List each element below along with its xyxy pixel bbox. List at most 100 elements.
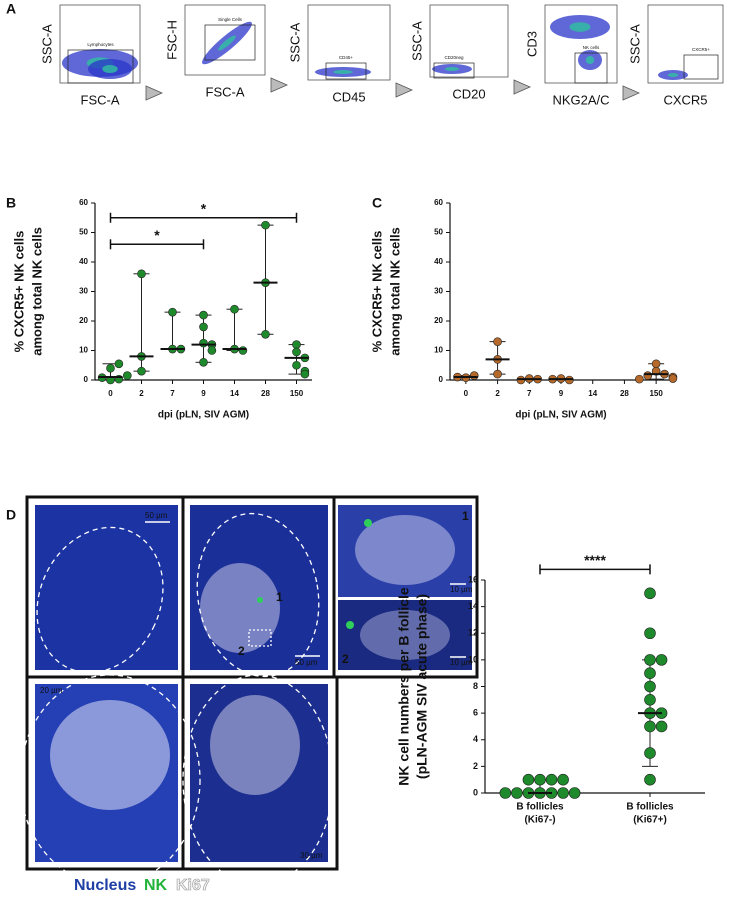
gating-arrow bbox=[622, 85, 640, 101]
gate bbox=[67, 49, 134, 84]
follicle-outline bbox=[36, 526, 164, 674]
scale-bar: 20 µm bbox=[40, 686, 63, 695]
inset-label: 2 bbox=[238, 644, 245, 658]
x-tick-label: 7 bbox=[527, 389, 532, 398]
scale-bar: 50 µm bbox=[295, 658, 318, 667]
nk-cell bbox=[346, 621, 354, 629]
y-tick-label: 14 bbox=[468, 601, 478, 611]
data-point bbox=[655, 720, 668, 733]
data-point bbox=[199, 310, 208, 320]
data-point bbox=[168, 307, 177, 317]
x-axis-label: CD45 bbox=[332, 89, 365, 104]
y-tick-label: 30 bbox=[79, 287, 88, 296]
image bbox=[35, 505, 178, 670]
y-tick-label: 16 bbox=[468, 574, 478, 584]
x-tick-label: 2 bbox=[139, 389, 144, 398]
significance-label: * bbox=[201, 200, 207, 216]
data-point bbox=[568, 787, 581, 799]
cell-density-core bbox=[667, 73, 679, 77]
gate bbox=[574, 52, 608, 84]
data-point bbox=[207, 346, 217, 355]
cells bbox=[200, 563, 280, 653]
data-point bbox=[261, 329, 270, 339]
inset-label: 1 bbox=[462, 509, 469, 523]
nk-cell bbox=[364, 519, 372, 527]
cells bbox=[210, 695, 300, 795]
y-tick-label: 20 bbox=[79, 316, 88, 325]
gating-arrow bbox=[145, 85, 163, 101]
x-axis-label: NKG2A/C bbox=[552, 92, 609, 107]
data-point bbox=[557, 787, 569, 799]
y-tick-label: 40 bbox=[434, 257, 443, 266]
data-point bbox=[300, 369, 310, 379]
y-axis-label: SSC-A bbox=[39, 24, 54, 64]
data-point bbox=[114, 359, 124, 369]
x-tick-label: 150 bbox=[649, 389, 663, 398]
y-tick-label: 50 bbox=[434, 228, 443, 237]
x-tick-label: 0 bbox=[108, 389, 113, 398]
y-axis-label: CD3 bbox=[524, 31, 539, 57]
data-point bbox=[469, 371, 479, 380]
x-axis-label: FSC-A bbox=[81, 92, 120, 107]
cell-density-core bbox=[218, 35, 236, 51]
data-point bbox=[651, 359, 661, 369]
microscopy: 50 µm 50 µm 10 µm 10 µm 20 µm 30 µm 1 2 … bbox=[19, 495, 479, 895]
x-tick-label: 9 bbox=[559, 389, 564, 398]
data-point bbox=[199, 338, 208, 348]
inset-label: 1 bbox=[276, 590, 283, 604]
gating-arrow bbox=[513, 79, 531, 95]
data-point bbox=[534, 773, 546, 786]
y-tick-label: 0 bbox=[473, 787, 478, 797]
y-axis-title: % CXCR5+ NK cells bbox=[11, 231, 26, 353]
data-point bbox=[511, 787, 523, 799]
y-tick-label: 0 bbox=[439, 375, 444, 384]
data-point bbox=[199, 357, 208, 367]
data-point bbox=[545, 773, 558, 786]
data-point bbox=[238, 346, 248, 355]
scale-bar: 30 µm bbox=[300, 851, 323, 860]
follicle-outline bbox=[182, 674, 334, 886]
x-tick-label: 28 bbox=[620, 389, 629, 398]
x-axis-title: dpi (pLN, SIV AGM) bbox=[515, 410, 606, 421]
cell-density-core bbox=[333, 70, 353, 74]
data-point bbox=[199, 322, 208, 332]
data-point bbox=[644, 667, 656, 679]
y-tick-label: 60 bbox=[434, 198, 443, 207]
gate bbox=[204, 24, 256, 61]
data-point bbox=[644, 747, 656, 759]
gate-label: CXCR5+ bbox=[692, 47, 710, 52]
scale-bar: 10 µm bbox=[450, 585, 473, 594]
x-tick-label: 14 bbox=[230, 389, 239, 398]
cells bbox=[355, 515, 455, 585]
x-tick-label: B follicles bbox=[626, 802, 674, 813]
cell-density-core bbox=[569, 22, 591, 32]
data-point bbox=[137, 269, 146, 279]
data-point bbox=[644, 627, 656, 640]
y-tick-label: 4 bbox=[473, 734, 478, 744]
y-tick-label: 20 bbox=[434, 316, 443, 325]
y-axis-title: among total NK cells bbox=[387, 227, 402, 356]
x-tick-label: (Ki67+) bbox=[633, 815, 667, 826]
data-point bbox=[644, 694, 656, 706]
x-tick-label: 28 bbox=[261, 389, 270, 398]
gating-arrow bbox=[270, 77, 288, 93]
x-tick-label: 2 bbox=[495, 389, 500, 398]
data-point bbox=[655, 654, 668, 666]
follicle-outline bbox=[196, 512, 320, 678]
cells bbox=[50, 700, 170, 810]
y-tick-label: 10 bbox=[79, 346, 88, 355]
panel-label: A bbox=[6, 1, 16, 17]
data-point bbox=[644, 680, 656, 693]
y-tick-label: 6 bbox=[473, 708, 478, 718]
y-tick-label: 10 bbox=[434, 346, 443, 355]
y-tick-label: 60 bbox=[79, 198, 88, 207]
y-axis-title: (pLN-AGM SIV acute phase) bbox=[414, 594, 430, 779]
image bbox=[338, 600, 472, 670]
data-point bbox=[292, 340, 301, 349]
y-tick-label: 40 bbox=[79, 257, 88, 266]
data-point bbox=[106, 363, 115, 373]
scale-bar: 10 µm bbox=[450, 658, 473, 667]
gate bbox=[683, 54, 719, 80]
cell-density-core bbox=[102, 65, 118, 73]
data-point bbox=[493, 369, 502, 379]
